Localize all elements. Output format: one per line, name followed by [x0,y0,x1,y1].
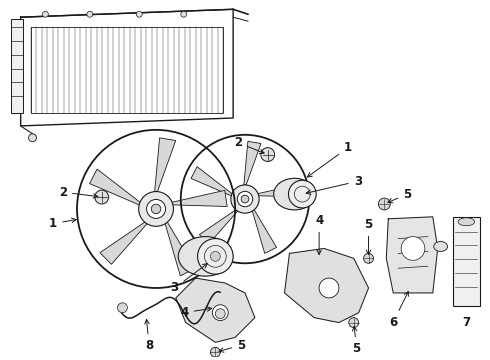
Circle shape [118,303,127,313]
Polygon shape [155,138,176,192]
Circle shape [43,11,49,17]
Text: 7: 7 [462,316,470,329]
Text: 8: 8 [145,320,153,352]
Polygon shape [21,9,233,126]
Circle shape [181,135,309,263]
Text: 1: 1 [307,141,352,177]
Circle shape [77,130,235,288]
Circle shape [197,239,233,274]
Polygon shape [176,278,255,342]
Circle shape [237,191,253,207]
Circle shape [378,198,390,210]
Circle shape [212,305,228,321]
Polygon shape [252,210,276,253]
Circle shape [210,347,221,357]
Bar [11,19,23,113]
Polygon shape [165,222,195,276]
Circle shape [401,237,425,260]
Text: 1: 1 [49,217,76,230]
Polygon shape [199,210,238,244]
Circle shape [364,253,373,263]
Polygon shape [90,169,140,205]
Text: 3: 3 [171,264,207,294]
Ellipse shape [458,218,475,226]
Text: 4: 4 [315,214,323,255]
Circle shape [349,318,359,328]
Text: 5: 5 [219,339,245,352]
Circle shape [139,192,173,226]
Circle shape [147,199,166,219]
Circle shape [319,278,339,298]
Circle shape [181,11,187,17]
Circle shape [215,309,225,319]
Polygon shape [172,190,227,207]
Ellipse shape [178,237,233,276]
Polygon shape [285,248,368,323]
Ellipse shape [434,242,447,251]
Circle shape [95,190,109,204]
Text: 5: 5 [365,218,373,255]
Circle shape [28,134,36,142]
Circle shape [241,195,249,203]
Polygon shape [244,141,261,185]
Circle shape [151,204,161,214]
Ellipse shape [273,178,315,210]
Text: 5: 5 [388,188,412,203]
Circle shape [231,185,259,213]
Bar [30,27,223,113]
Circle shape [261,148,275,162]
Polygon shape [258,184,303,197]
Text: 5: 5 [352,327,361,355]
Circle shape [87,11,93,17]
Bar [453,217,480,306]
Text: 4: 4 [180,306,212,319]
Polygon shape [191,167,232,196]
Polygon shape [100,222,147,264]
Text: 6: 6 [389,292,408,329]
Circle shape [210,251,221,261]
Circle shape [289,180,316,208]
Text: 2: 2 [234,136,264,154]
Circle shape [136,11,142,17]
Text: 2: 2 [59,186,98,199]
Text: 3: 3 [306,175,362,194]
Polygon shape [386,217,438,293]
